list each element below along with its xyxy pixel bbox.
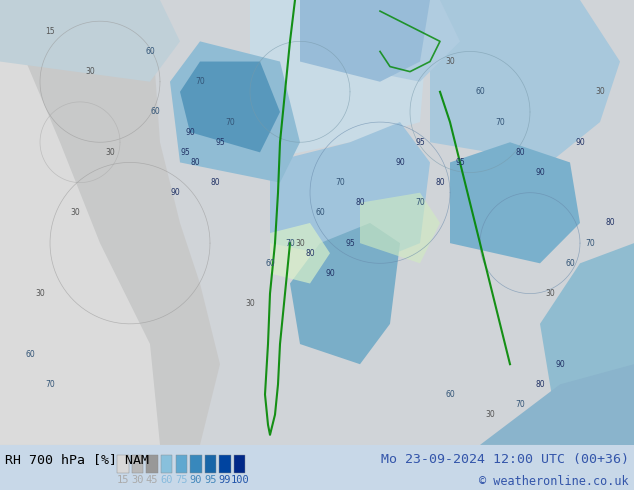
Polygon shape bbox=[0, 0, 220, 445]
Text: Mo 23-09-2024 12:00 UTC (00+36): Mo 23-09-2024 12:00 UTC (00+36) bbox=[381, 453, 629, 466]
Text: RH 700 hPa [%] NAM: RH 700 hPa [%] NAM bbox=[5, 453, 149, 466]
Bar bbox=[132, 455, 143, 473]
Text: 99: 99 bbox=[219, 475, 231, 485]
Polygon shape bbox=[290, 223, 400, 364]
Text: 15: 15 bbox=[117, 475, 129, 485]
Text: © weatheronline.co.uk: © weatheronline.co.uk bbox=[479, 475, 629, 488]
Polygon shape bbox=[430, 0, 620, 162]
Polygon shape bbox=[360, 193, 440, 263]
Bar bbox=[146, 455, 158, 473]
Text: 30: 30 bbox=[545, 289, 555, 298]
Text: 70: 70 bbox=[285, 239, 295, 247]
Text: 70: 70 bbox=[335, 178, 345, 187]
Text: 30: 30 bbox=[245, 299, 255, 308]
Polygon shape bbox=[300, 0, 430, 82]
Text: 80: 80 bbox=[305, 249, 315, 258]
Text: 70: 70 bbox=[585, 239, 595, 247]
Text: 30: 30 bbox=[485, 410, 495, 419]
Text: 95: 95 bbox=[215, 138, 225, 147]
Text: 95: 95 bbox=[455, 158, 465, 167]
Text: 30: 30 bbox=[445, 57, 455, 66]
Polygon shape bbox=[0, 0, 180, 82]
Text: 60: 60 bbox=[315, 208, 325, 218]
Text: 30: 30 bbox=[131, 475, 144, 485]
Text: 70: 70 bbox=[45, 380, 55, 389]
Text: 30: 30 bbox=[85, 67, 95, 76]
Text: 60: 60 bbox=[475, 87, 485, 97]
Text: 80: 80 bbox=[210, 178, 220, 187]
Bar bbox=[219, 455, 231, 473]
Text: 60: 60 bbox=[160, 475, 173, 485]
Text: 30: 30 bbox=[295, 239, 305, 247]
Text: 15: 15 bbox=[45, 27, 55, 36]
Text: 80: 80 bbox=[190, 158, 200, 167]
Text: 70: 70 bbox=[195, 77, 205, 86]
Text: 80: 80 bbox=[535, 380, 545, 389]
Bar bbox=[117, 455, 129, 473]
Text: 70: 70 bbox=[515, 400, 525, 409]
Text: 95: 95 bbox=[345, 239, 355, 247]
Bar bbox=[161, 455, 172, 473]
Text: 70: 70 bbox=[225, 118, 235, 126]
Text: 45: 45 bbox=[146, 475, 158, 485]
Text: 95: 95 bbox=[180, 148, 190, 157]
Text: 90: 90 bbox=[190, 475, 202, 485]
Text: 30: 30 bbox=[70, 208, 80, 218]
Text: 90: 90 bbox=[325, 269, 335, 278]
Bar bbox=[190, 455, 202, 473]
Text: 60: 60 bbox=[445, 390, 455, 399]
Text: 60: 60 bbox=[265, 259, 275, 268]
Polygon shape bbox=[320, 0, 460, 82]
Text: 80: 80 bbox=[605, 219, 615, 227]
Bar bbox=[176, 455, 187, 473]
Text: 60: 60 bbox=[25, 350, 35, 359]
Text: 60: 60 bbox=[565, 259, 575, 268]
Text: 90: 90 bbox=[555, 360, 565, 368]
Polygon shape bbox=[170, 41, 300, 183]
Polygon shape bbox=[0, 0, 160, 445]
Text: 30: 30 bbox=[35, 289, 45, 298]
Text: 70: 70 bbox=[495, 118, 505, 126]
Text: 60: 60 bbox=[145, 47, 155, 56]
Text: 80: 80 bbox=[435, 178, 445, 187]
Polygon shape bbox=[450, 142, 580, 263]
Text: 70: 70 bbox=[415, 198, 425, 207]
Text: 90: 90 bbox=[575, 138, 585, 147]
Polygon shape bbox=[250, 0, 430, 162]
Bar bbox=[234, 455, 245, 473]
Text: 100: 100 bbox=[230, 475, 249, 485]
Text: 75: 75 bbox=[175, 475, 188, 485]
Text: 30: 30 bbox=[595, 87, 605, 97]
Text: 60: 60 bbox=[150, 107, 160, 117]
Text: 90: 90 bbox=[170, 188, 180, 197]
Text: 90: 90 bbox=[185, 128, 195, 137]
Text: 95: 95 bbox=[204, 475, 217, 485]
Polygon shape bbox=[180, 62, 280, 152]
Text: 30: 30 bbox=[105, 148, 115, 157]
Bar bbox=[205, 455, 216, 473]
Text: 80: 80 bbox=[355, 198, 365, 207]
Polygon shape bbox=[270, 223, 330, 284]
Polygon shape bbox=[540, 243, 634, 445]
Text: 90: 90 bbox=[395, 158, 405, 167]
Polygon shape bbox=[480, 364, 634, 445]
Text: 90: 90 bbox=[535, 168, 545, 177]
Text: 95: 95 bbox=[415, 138, 425, 147]
Text: 80: 80 bbox=[515, 148, 525, 157]
Polygon shape bbox=[270, 122, 430, 263]
